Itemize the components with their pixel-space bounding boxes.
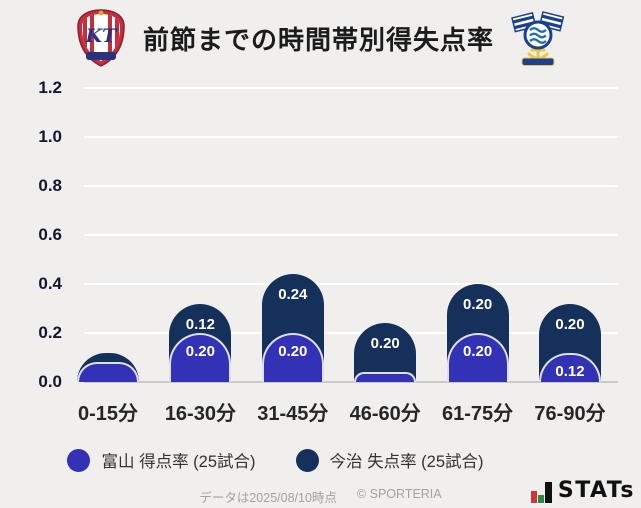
x-axis-label-0-15分: 0-15分 bbox=[77, 403, 139, 425]
x-axis-label-46-60分: 46-60分 bbox=[349, 403, 421, 425]
x-axis-label-61-75分: 61-75分 bbox=[442, 403, 514, 425]
value-label-imabari-16-30分: 0.12 bbox=[185, 315, 215, 333]
data-date-note: データは2025/08/10時点 bbox=[199, 491, 337, 505]
value-label-imabari-31-45分: 0.24 bbox=[278, 286, 308, 304]
y-axis-label-0.6: 0.6 bbox=[38, 225, 62, 244]
stats-logo-text: STATs bbox=[557, 478, 635, 503]
legend-item-imabari: 今治 失点率 (25試合) bbox=[295, 448, 484, 472]
copyright-note: © SPORTERIA bbox=[356, 487, 442, 501]
value-label-imabari-76-90分: 0.20 bbox=[555, 315, 585, 333]
imabari-series-dot-icon bbox=[295, 448, 319, 472]
legend-label-imabari: 今治 失点率 (25試合) bbox=[329, 453, 484, 471]
gridline-0.2 bbox=[84, 332, 618, 334]
gridline-1.2 bbox=[84, 87, 618, 89]
bar-toyama-0-15分 bbox=[77, 362, 139, 382]
chart-title: 前節までの時間帯別得失点率 bbox=[142, 24, 494, 55]
x-axis-label-31-45分: 31-45分 bbox=[257, 403, 329, 425]
gridline-1.0 bbox=[84, 136, 618, 138]
y-axis-label-1.2: 1.2 bbox=[38, 78, 62, 97]
x-axis-label-16-30分: 16-30分 bbox=[164, 403, 236, 425]
gridline-0.4 bbox=[84, 283, 618, 285]
gridline-0.0 bbox=[84, 381, 618, 383]
legend-label-toyama: 富山 得点率 (25試合) bbox=[101, 453, 256, 471]
legend-item-toyama: 富山 得点率 (25試合) bbox=[67, 448, 256, 472]
svg-text:KT: KT bbox=[85, 25, 119, 47]
toyama-series-dot-icon bbox=[67, 448, 91, 472]
value-label-toyama-16-30分: 0.20 bbox=[185, 343, 215, 360]
logo-black-bar bbox=[544, 482, 552, 503]
value-label-imabari-61-75分: 0.20 bbox=[462, 296, 493, 313]
fc-imabari-crest-icon bbox=[511, 11, 565, 66]
value-label-toyama-76-90分: 0.12 bbox=[555, 362, 585, 380]
y-axis-label-0.2: 0.2 bbox=[38, 323, 62, 342]
bar-toyama-61-75分 bbox=[446, 333, 509, 382]
stats-logo: STATs bbox=[522, 473, 635, 503]
legend: 富山 得点率 (25試合) 今治 失点率 (25試合) bbox=[0, 447, 551, 473]
header: KT 前節までの時間帯別得失点率 bbox=[0, 6, 641, 70]
bar-toyama-16-30分 bbox=[169, 333, 232, 382]
y-axis-label-0.0: 0.0 bbox=[38, 372, 62, 391]
y-axis-label-0.4: 0.4 bbox=[38, 274, 62, 293]
y-axis-label-1.0: 1.0 bbox=[38, 127, 62, 146]
logo-green-bar bbox=[537, 495, 544, 503]
x-axis-label-76-90分: 76-90分 bbox=[534, 403, 606, 425]
kataller-toyama-crest-icon: KT bbox=[77, 9, 125, 67]
gridline-0.8 bbox=[84, 185, 618, 187]
value-label-toyama-31-45分: 0.20 bbox=[278, 343, 308, 360]
value-label-toyama-61-75分: 0.20 bbox=[462, 343, 493, 360]
gridline-0.6 bbox=[84, 234, 618, 236]
y-axis-label-0.8: 0.8 bbox=[38, 176, 62, 195]
logo-red-bar bbox=[530, 491, 537, 503]
bar-toyama-31-45分 bbox=[261, 333, 324, 382]
value-label-imabari-46-60分: 0.20 bbox=[370, 335, 400, 353]
bar-toyama-46-60分 bbox=[354, 372, 417, 382]
footer-note: データは2025/08/10時点 © SPORTERIA bbox=[0, 487, 641, 505]
bar-chart-icon bbox=[530, 482, 552, 503]
